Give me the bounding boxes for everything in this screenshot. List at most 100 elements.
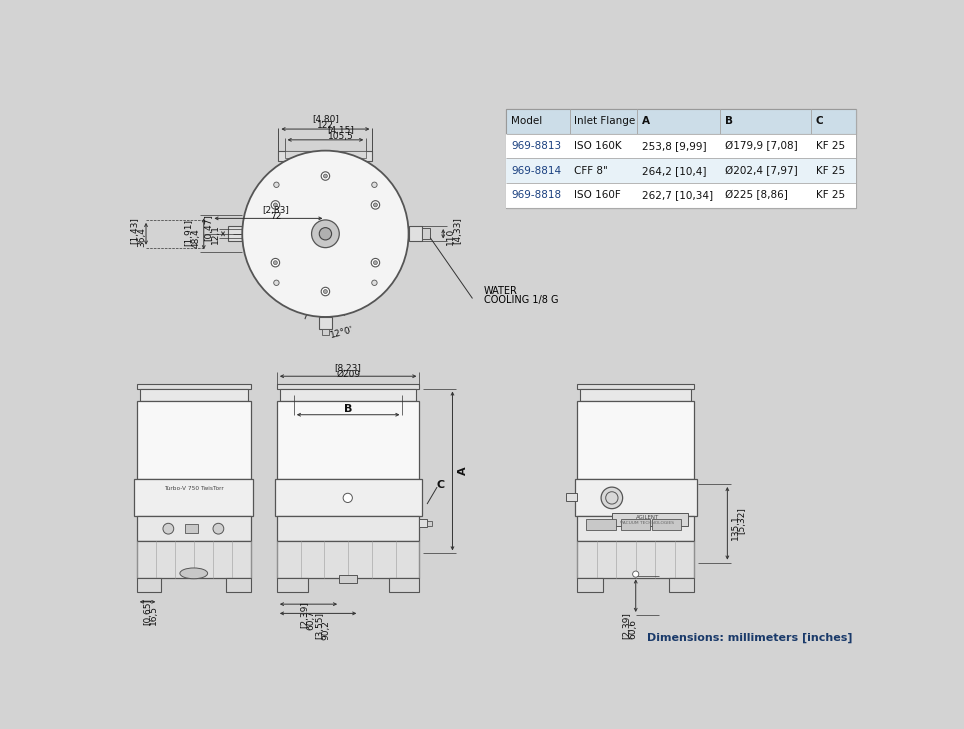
Bar [277, 401, 419, 480]
Text: Ø209: Ø209 [336, 370, 361, 378]
Text: 16,5: 16,5 [149, 605, 158, 625]
Circle shape [343, 494, 353, 502]
Text: 105,5: 105,5 [328, 132, 354, 141]
Text: 253,8 [9,99]: 253,8 [9,99] [642, 141, 707, 151]
Text: A: A [642, 117, 650, 126]
Text: ISO 160F: ISO 160F [575, 190, 621, 200]
Bar [228, 226, 242, 241]
Text: KF 25: KF 25 [816, 141, 845, 151]
Circle shape [274, 261, 278, 265]
Bar [277, 578, 308, 592]
Bar [567, 494, 577, 501]
Bar [612, 513, 688, 526]
Text: Ø179,9 [7,08]: Ø179,9 [7,08] [725, 141, 798, 151]
Text: [2,39]: [2,39] [300, 601, 309, 628]
Text: 122: 122 [317, 122, 334, 130]
Bar [577, 516, 694, 541]
Bar [580, 389, 691, 401]
Text: [3,55]: [3,55] [315, 612, 325, 639]
Circle shape [371, 200, 380, 209]
Bar [275, 480, 421, 516]
Text: 969-8813: 969-8813 [511, 141, 561, 151]
Text: KF 25: KF 25 [816, 165, 845, 176]
Bar [575, 480, 697, 516]
Bar [577, 401, 694, 480]
Text: 264,2 [10,4]: 264,2 [10,4] [642, 165, 707, 176]
Bar [322, 330, 330, 335]
Text: CFF 8": CFF 8" [575, 165, 608, 176]
Text: 12°0': 12°0' [330, 325, 355, 340]
Text: Dimensions: millimeters [inches]: Dimensions: millimeters [inches] [648, 633, 853, 643]
Bar [409, 226, 422, 241]
Text: [0,47]: [0,47] [203, 214, 213, 241]
Text: 60,7: 60,7 [307, 609, 315, 630]
Circle shape [319, 227, 332, 240]
Text: 72: 72 [271, 212, 281, 222]
Text: 36,4: 36,4 [137, 227, 146, 247]
Text: 969-8814: 969-8814 [511, 165, 561, 176]
Text: 969-8818: 969-8818 [511, 190, 561, 200]
Bar [586, 520, 616, 530]
Bar [669, 578, 694, 592]
Circle shape [213, 523, 224, 534]
Bar [137, 516, 251, 541]
Text: Inlet Flange: Inlet Flange [575, 117, 635, 126]
Circle shape [373, 203, 377, 207]
Text: A: A [458, 467, 468, 475]
Text: 135,1: 135,1 [731, 514, 739, 540]
Bar [137, 578, 161, 592]
Text: [1,91]: [1,91] [185, 219, 194, 246]
Circle shape [274, 203, 278, 207]
Bar [577, 384, 694, 389]
Text: VACUUM TECHNOLOGIES: VACUUM TECHNOLOGIES [620, 521, 674, 525]
Text: COOLING 1/8 G: COOLING 1/8 G [484, 295, 558, 305]
Text: [8,23]: [8,23] [335, 364, 362, 373]
Bar [280, 389, 416, 401]
Text: 60,6: 60,6 [629, 619, 637, 639]
Text: 262,7 [10,34]: 262,7 [10,34] [642, 190, 713, 200]
Bar [140, 389, 248, 401]
Text: B: B [725, 117, 733, 126]
Bar [621, 520, 651, 530]
Circle shape [311, 220, 339, 248]
Circle shape [372, 280, 377, 286]
Text: Turbo-V 750 TwisTorr: Turbo-V 750 TwisTorr [164, 486, 224, 491]
Text: C: C [437, 480, 445, 490]
Bar [652, 520, 682, 530]
Circle shape [324, 289, 328, 294]
Circle shape [372, 182, 377, 187]
Circle shape [602, 487, 623, 509]
Text: [0,65]: [0,65] [143, 599, 152, 625]
Circle shape [324, 174, 328, 178]
Text: [4,80]: [4,80] [312, 115, 339, 125]
Bar [506, 109, 856, 133]
Circle shape [321, 172, 330, 180]
Bar [277, 541, 419, 578]
Bar [506, 133, 856, 158]
Circle shape [271, 200, 280, 209]
Circle shape [373, 261, 377, 265]
Bar [184, 524, 199, 534]
Text: 90,2: 90,2 [322, 620, 331, 640]
Bar [137, 401, 251, 480]
Circle shape [321, 287, 330, 296]
Text: [2,83]: [2,83] [263, 206, 289, 215]
Bar [284, 151, 366, 158]
Text: [5,32]: [5,32] [737, 507, 746, 534]
Bar [577, 541, 694, 578]
Text: B: B [344, 405, 352, 414]
Bar [388, 578, 419, 592]
Text: 48,4: 48,4 [192, 228, 201, 249]
Bar [277, 516, 419, 541]
Text: [1,43]: [1,43] [130, 217, 139, 244]
Circle shape [271, 258, 280, 267]
Text: AGILENT: AGILENT [635, 515, 659, 521]
Circle shape [632, 571, 639, 577]
Text: 12,1: 12,1 [211, 224, 220, 243]
Ellipse shape [180, 568, 207, 579]
Text: [2,39]: [2,39] [622, 612, 631, 639]
Bar [277, 384, 419, 389]
Circle shape [274, 182, 280, 187]
Bar [227, 578, 251, 592]
Bar [137, 384, 251, 389]
